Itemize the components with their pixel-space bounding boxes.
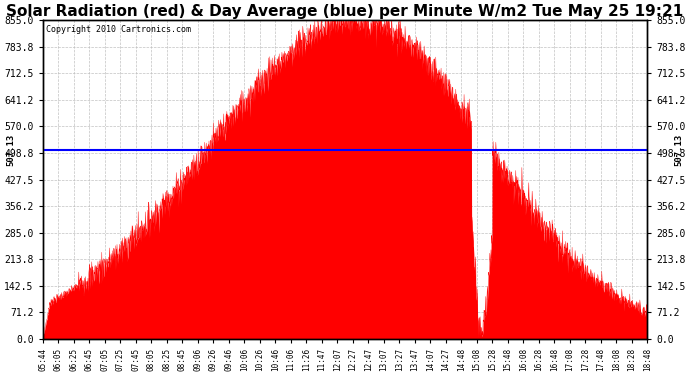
Text: 507.13: 507.13 bbox=[675, 134, 684, 166]
Text: 507.13: 507.13 bbox=[6, 134, 15, 166]
Title: Solar Radiation (red) & Day Average (blue) per Minute W/m2 Tue May 25 19:21: Solar Radiation (red) & Day Average (blu… bbox=[6, 4, 684, 19]
Text: Copyright 2010 Cartronics.com: Copyright 2010 Cartronics.com bbox=[46, 25, 190, 34]
